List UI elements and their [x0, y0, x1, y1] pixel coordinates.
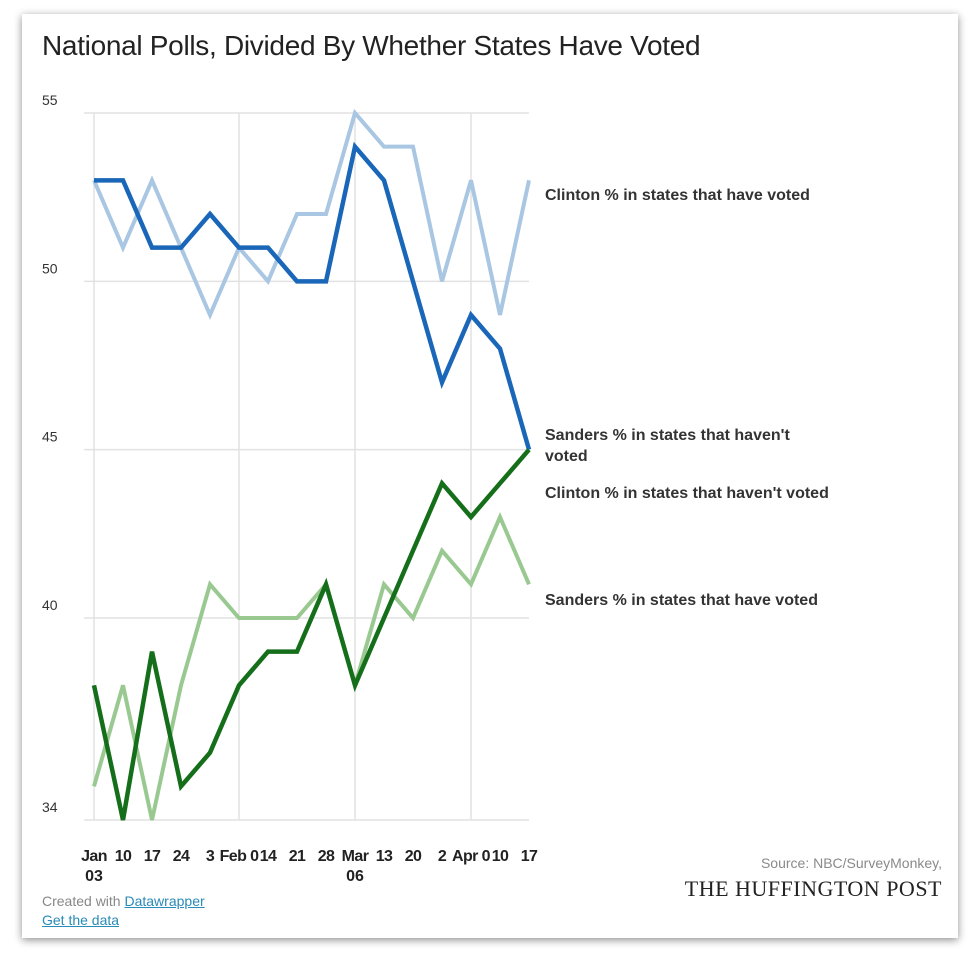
created-prefix: Created with: [42, 893, 121, 909]
x-tick-label: 20: [405, 848, 422, 865]
x-tick-label: 13: [376, 848, 393, 865]
y-tick-label: 40: [42, 597, 58, 613]
chart-title: National Polls, Divided By Whether State…: [42, 30, 701, 61]
x-tick-label: 17: [521, 848, 538, 865]
x-tick-label: 21: [289, 848, 306, 865]
series-label: Sanders % in states that have voted: [545, 592, 818, 609]
series-line-0: [92, 108, 531, 321]
x-tick-label: 14: [260, 848, 277, 865]
x-tick-label: Mar: [342, 848, 369, 865]
y-tick-label: 50: [42, 260, 58, 276]
series-line-1: [92, 511, 531, 821]
series-label: Clinton % in states that have voted: [545, 187, 810, 204]
x-tick-label: 3: [206, 848, 215, 865]
y-tick-label: 45: [42, 429, 58, 445]
x-tick-label: Feb 0: [220, 848, 259, 865]
series-label: Clinton % in states that haven't voted: [545, 485, 829, 502]
x-tick-label: 17: [144, 848, 161, 865]
x-tick-label: 10: [115, 848, 132, 865]
x-tick-label: Apr 0: [452, 848, 491, 865]
x-tick-label: 2: [438, 848, 447, 865]
y-tick-label: 34: [42, 799, 58, 815]
datawrapper-link[interactable]: Datawrapper: [124, 893, 205, 909]
get-data-link[interactable]: Get the data: [42, 912, 120, 928]
series-line-3: [91, 448, 531, 821]
x-tick-label: 10: [492, 848, 509, 865]
series-label: Sanders % in states that haven't voted: [545, 427, 790, 465]
x-tick-label: 24: [173, 848, 190, 865]
series-line-2: [94, 141, 532, 451]
x-tick-label-line2: 06: [346, 868, 364, 885]
chart-card: [22, 14, 958, 938]
source-text: Source: NBC/SurveyMonkey,: [760, 855, 942, 871]
brand-logo: THE HUFFINGTON POST: [684, 876, 942, 901]
x-tick-label-line2: 03: [85, 868, 103, 885]
x-tick-label: 28: [318, 848, 335, 865]
x-tick-label: Jan: [81, 848, 107, 865]
credit-text: Created with Datawrapper: [42, 893, 205, 909]
y-tick-label: 55: [42, 92, 58, 108]
